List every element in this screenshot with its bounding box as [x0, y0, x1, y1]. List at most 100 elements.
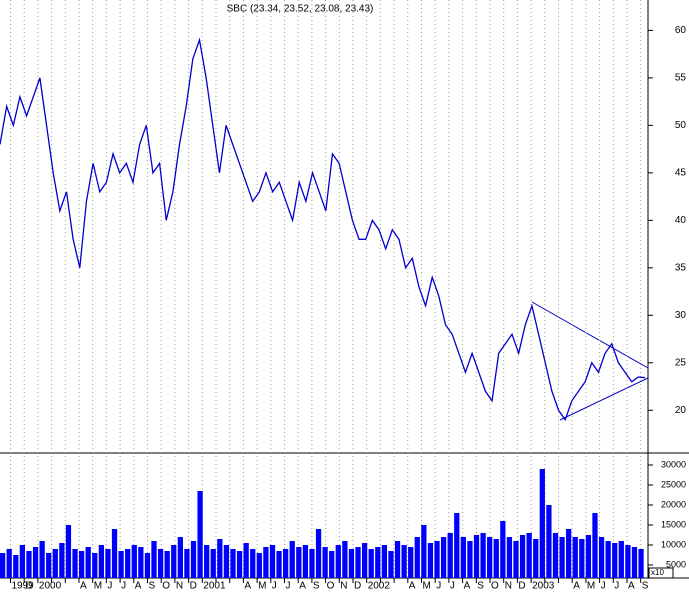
trend-line — [559, 377, 649, 421]
volume-bar — [348, 549, 355, 578]
volume-bar — [230, 549, 236, 578]
y-tick-label: 55 — [675, 73, 687, 84]
volume-bar — [72, 549, 78, 578]
x-tick-label: J — [601, 581, 606, 592]
volume-bar — [52, 549, 58, 578]
volume-bar — [223, 545, 230, 578]
volume-bar — [414, 537, 420, 578]
x-tick-label: D — [354, 581, 361, 592]
x-tick-label: A — [244, 581, 251, 592]
x-tick-label: 1999 — [12, 581, 35, 592]
y-tick-label: 50 — [675, 120, 687, 131]
volume-bar — [467, 541, 473, 578]
volume-bar — [493, 539, 499, 578]
volume-bar — [394, 541, 401, 578]
volume-bar — [566, 529, 572, 578]
volume-bar — [105, 549, 111, 578]
volume-bar — [250, 549, 256, 578]
volume-bar — [381, 545, 387, 578]
x-tick-label: J — [121, 581, 126, 592]
y-tick-label: 20000 — [661, 499, 686, 509]
volume-bar — [546, 505, 552, 578]
x-tick-label: J — [286, 581, 291, 592]
x-tick-label: J — [107, 581, 112, 592]
volume-bar — [559, 537, 565, 578]
volume-bar — [98, 545, 104, 578]
volume-bar — [184, 549, 190, 578]
volume-bar — [276, 551, 282, 578]
volume-bar — [26, 551, 32, 578]
x-tick-label: N — [176, 581, 183, 592]
volume-bar — [164, 551, 170, 578]
volume-bar — [526, 533, 532, 578]
price-line — [0, 37, 646, 422]
volume-bar — [335, 545, 341, 578]
volume-bar — [204, 545, 210, 578]
volume-unit: x10 — [651, 568, 664, 577]
volume-bar — [447, 533, 453, 578]
volume-bar — [197, 491, 203, 578]
volume-bar — [454, 513, 460, 578]
chart-title: SBC (23.34, 23.52, 23.08, 23.43) — [227, 4, 374, 15]
volume-bar — [329, 551, 335, 578]
y-tick-label: 25000 — [661, 479, 686, 489]
volume-bar — [322, 547, 328, 578]
x-tick-label: S — [642, 581, 649, 592]
volume-bar — [131, 545, 137, 578]
volume-bar — [408, 547, 414, 578]
volume-bar — [283, 549, 289, 578]
y-tick-label: 35 — [675, 262, 687, 273]
y-tick-label: 20 — [675, 405, 687, 416]
volume-bar — [579, 539, 585, 578]
volume-bar — [618, 541, 624, 578]
volume-bar — [612, 543, 618, 578]
volume-bar — [539, 469, 545, 578]
x-tick-label: O — [491, 581, 499, 592]
volume-bar — [144, 553, 151, 578]
volume-bar — [361, 543, 368, 578]
volume-bar — [631, 547, 638, 578]
volume-bar — [315, 529, 322, 578]
x-tick-label: J — [272, 581, 277, 592]
volume-bar — [506, 537, 513, 578]
volume-bar — [598, 537, 605, 578]
volume-bar — [13, 555, 19, 578]
volume-bar — [256, 553, 262, 578]
trend-line — [531, 301, 649, 369]
volume-bar — [236, 551, 243, 578]
volume-bar — [118, 551, 124, 578]
volume-bar — [552, 533, 559, 578]
x-tick-label: A — [80, 581, 87, 592]
volume-bar — [513, 541, 519, 578]
volume-bar — [572, 537, 578, 578]
volume-bar — [65, 525, 72, 578]
volume-bar — [243, 543, 249, 578]
volume-bar — [342, 541, 348, 578]
volume-bar — [296, 547, 302, 578]
volume-bar — [171, 545, 177, 578]
volume-bar — [533, 539, 539, 578]
volume-bar — [434, 541, 440, 578]
volume-bar — [480, 533, 486, 578]
x-tick-label: O — [162, 581, 170, 592]
volume-bar — [302, 545, 309, 578]
x-tick-label: S — [313, 581, 320, 592]
volume-bar — [289, 541, 295, 578]
volume-bar — [0, 553, 6, 578]
x-tick-label: D — [190, 581, 197, 592]
volume-bar — [190, 541, 197, 578]
x-tick-label: D — [25, 581, 32, 592]
y-tick-label: 60 — [675, 25, 687, 36]
volume-bar — [19, 545, 26, 578]
volume-bar — [59, 543, 65, 578]
volume-bar — [6, 549, 12, 578]
x-tick-label: M — [258, 581, 266, 592]
volume-bar — [177, 537, 183, 578]
volume-bar — [487, 537, 493, 578]
x-tick-label: A — [299, 581, 306, 592]
x-tick-label: A — [409, 581, 416, 592]
volume-bar — [355, 547, 361, 578]
x-tick-label: S — [477, 581, 484, 592]
x-tick-label: J — [614, 581, 619, 592]
